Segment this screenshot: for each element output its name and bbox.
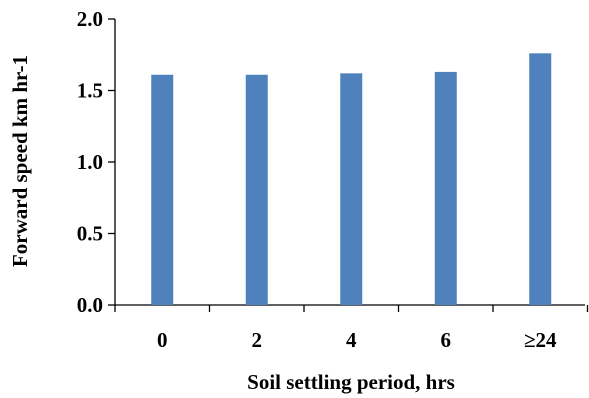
- y-tick-label: 1.5: [77, 79, 103, 103]
- y-axis: [108, 18, 116, 306]
- bar-4: [529, 53, 552, 305]
- x-axis: [114, 304, 589, 312]
- y-tick-label: 1.0: [77, 150, 103, 174]
- bar-3: [434, 71, 457, 305]
- x-tick-label: 0: [157, 328, 168, 352]
- bar-1: [245, 74, 268, 306]
- y-tick-labels: 0.0 0.5 1.0 1.5 2.0: [77, 7, 103, 317]
- x-tick-label: 2: [252, 328, 263, 352]
- y-tick-label: 0.5: [77, 222, 103, 246]
- bars: [151, 53, 552, 306]
- x-tick-label: ≥24: [524, 328, 557, 352]
- bar-2: [340, 73, 363, 305]
- y-axis-title: Forward speed km hr-1: [8, 55, 32, 267]
- y-tick-label: 0.0: [77, 293, 103, 317]
- x-tick-label: 4: [346, 328, 357, 352]
- x-axis-title: Soil settling period, hrs: [247, 370, 455, 394]
- x-tick-labels: 0 2 4 6 ≥24: [157, 328, 557, 352]
- bar-0: [151, 74, 174, 306]
- y-tick-label: 2.0: [77, 7, 103, 31]
- x-tick-label: 6: [441, 328, 452, 352]
